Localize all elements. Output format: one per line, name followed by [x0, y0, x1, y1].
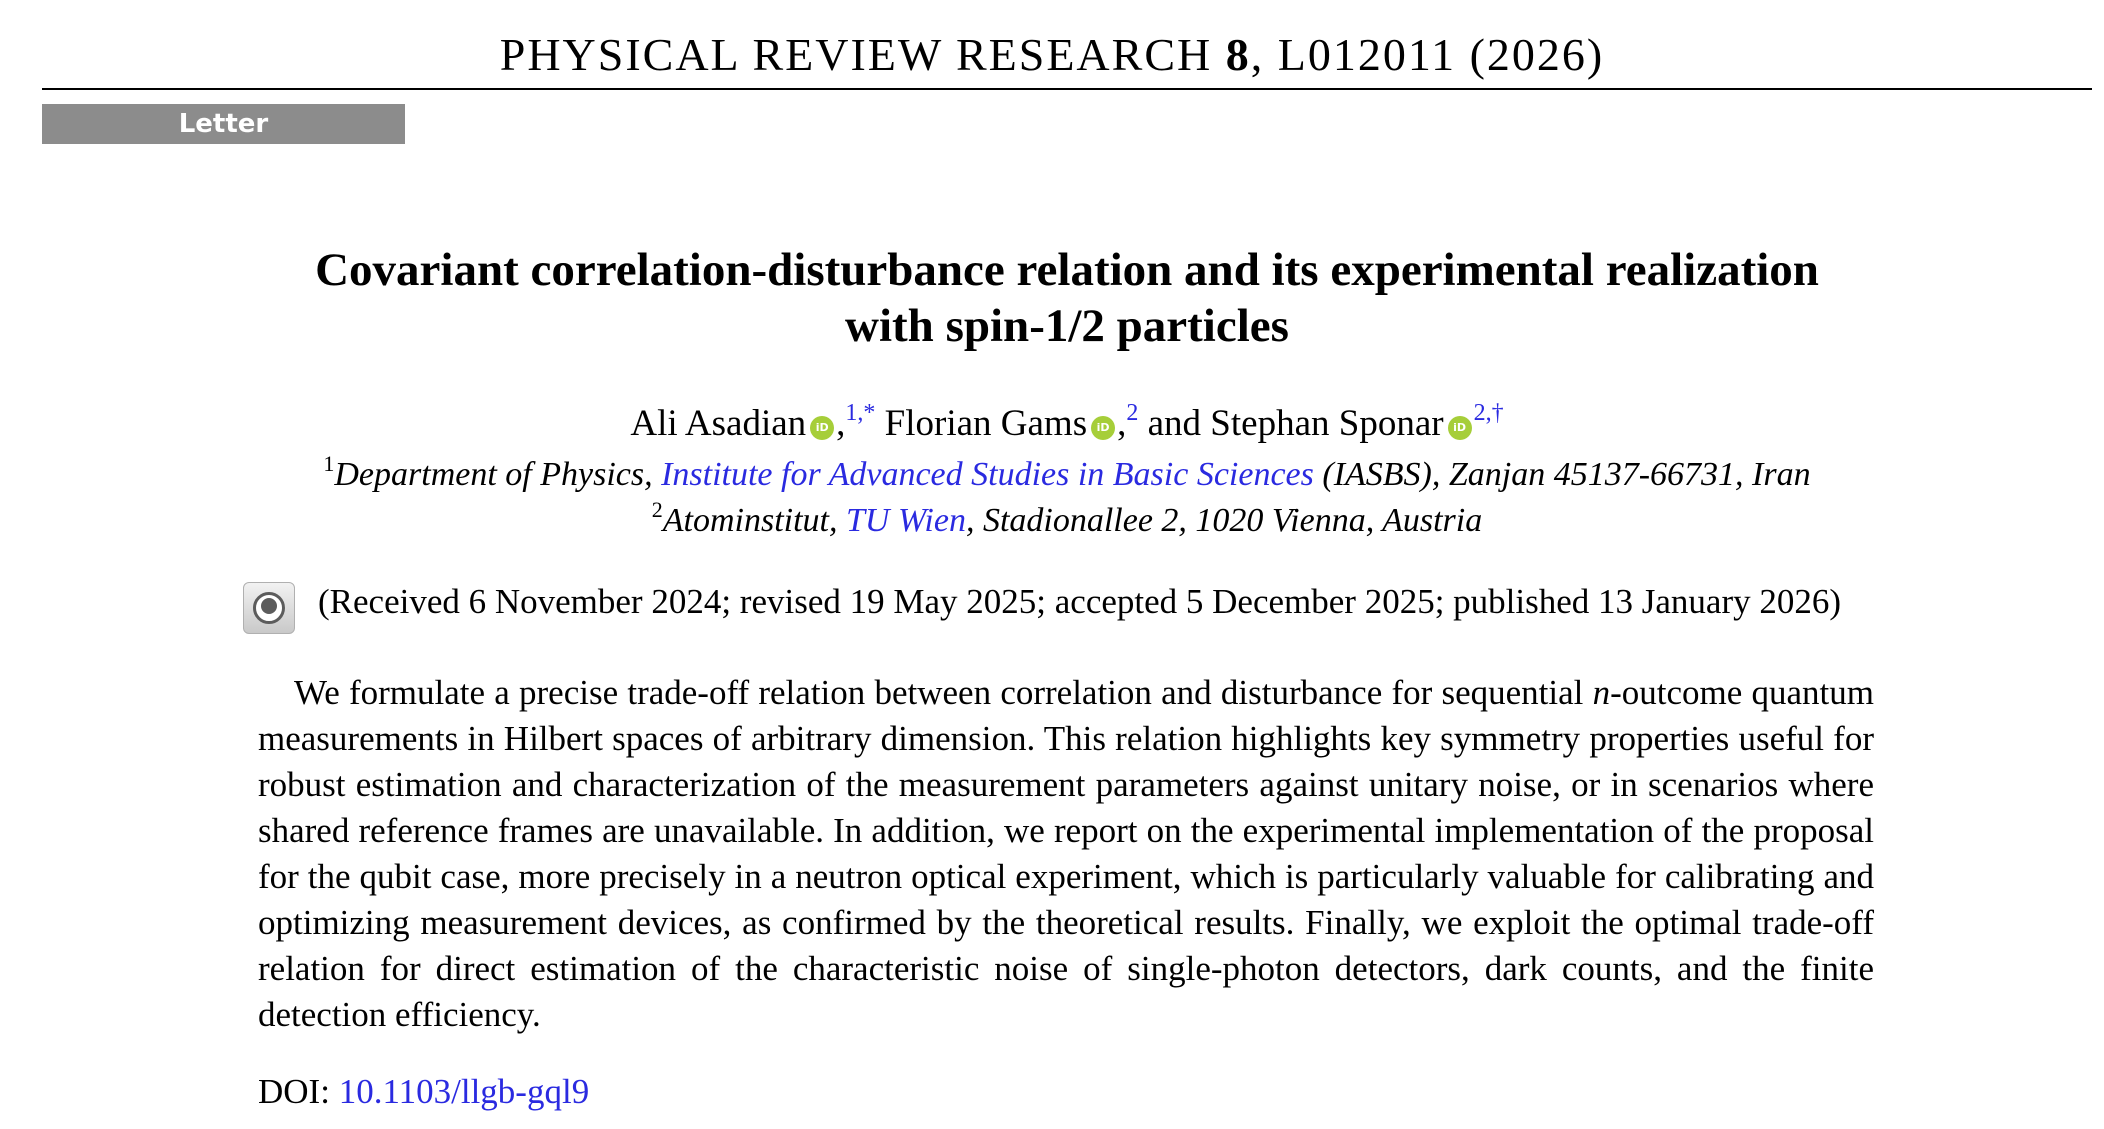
affiliation-link[interactable]: TU Wien — [846, 502, 966, 539]
header-rule — [42, 88, 2092, 90]
article-type-badge: Letter — [42, 104, 405, 144]
author-name[interactable]: Stephan Sponar — [1210, 403, 1444, 444]
abstract-paragraph: We formulate a precise trade-off relatio… — [258, 670, 1874, 1038]
author-affiliation-ref[interactable]: 2,† — [1473, 400, 1504, 426]
title-line-1: Covariant correlation-disturbance relati… — [315, 244, 1819, 296]
affiliation-number: 1 — [323, 451, 335, 476]
affiliation-1: 1Department of Physics, Institute for Ad… — [0, 453, 2104, 494]
affiliation-number: 2 — [651, 497, 663, 522]
journal-citation: , L012011 (2026) — [1250, 29, 1605, 80]
doi-link[interactable]: 10.1103/llgb-gql9 — [338, 1072, 590, 1111]
doi-line: DOI: 10.1103/llgb-gql9 — [258, 1072, 589, 1112]
check-for-updates-icon[interactable] — [243, 582, 295, 634]
affiliation-2: 2Atominstitut, TU Wien, Stadionallee 2, … — [0, 499, 2104, 540]
affiliation-text: Department of Physics, — [334, 456, 662, 493]
abstract: We formulate a precise trade-off relatio… — [258, 670, 1874, 1038]
doi-label: DOI: — [258, 1072, 339, 1111]
abstract-text: We formulate a precise trade-off relatio… — [294, 673, 1593, 712]
abstract-math-n: n — [1592, 673, 1611, 712]
author-name[interactable]: Ali Asadian — [630, 403, 807, 444]
affiliation-text: , Stadionallee 2, 1020 Vienna, Austria — [965, 502, 1483, 539]
author-list: Ali Asadian iD ,1,* Florian Gams iD ,2 and S… — [0, 400, 2104, 445]
author-name[interactable]: Florian Gams — [884, 403, 1088, 444]
affiliation-text: Atominstitut, — [662, 502, 846, 539]
author-affiliation-ref[interactable]: 1,* — [845, 400, 876, 426]
author-separator: , — [836, 403, 846, 444]
orcid-icon[interactable]: iD — [810, 416, 835, 440]
orcid-icon[interactable]: iD — [1091, 416, 1116, 440]
author-conjunction: and — [1147, 403, 1202, 444]
title-line-2: with spin-1/2 particles — [845, 300, 1289, 352]
affiliation-link[interactable]: Institute for Advanced Studies in Basic … — [661, 456, 1314, 493]
journal-volume: 8 — [1225, 29, 1251, 80]
orcid-icon[interactable]: iD — [1447, 416, 1472, 440]
publication-history: (Received 6 November 2024; revised 19 Ma… — [318, 582, 1842, 621]
journal-name: PHYSICAL REVIEW RESEARCH — [499, 29, 1213, 80]
author-affiliation-ref[interactable]: 2 — [1126, 400, 1139, 426]
affiliation-text: (IASBS), Zanjan 45137-66731, Iran — [1313, 456, 1811, 493]
paper-title: Covariant correlation-disturbance relati… — [0, 242, 2104, 354]
abstract-text: -outcome quantum measurements in Hilbert… — [258, 673, 1874, 1034]
author-separator: , — [1117, 403, 1127, 444]
journal-header: PHYSICAL REVIEW RESEARCH 8, L012011 (202… — [0, 28, 2104, 81]
